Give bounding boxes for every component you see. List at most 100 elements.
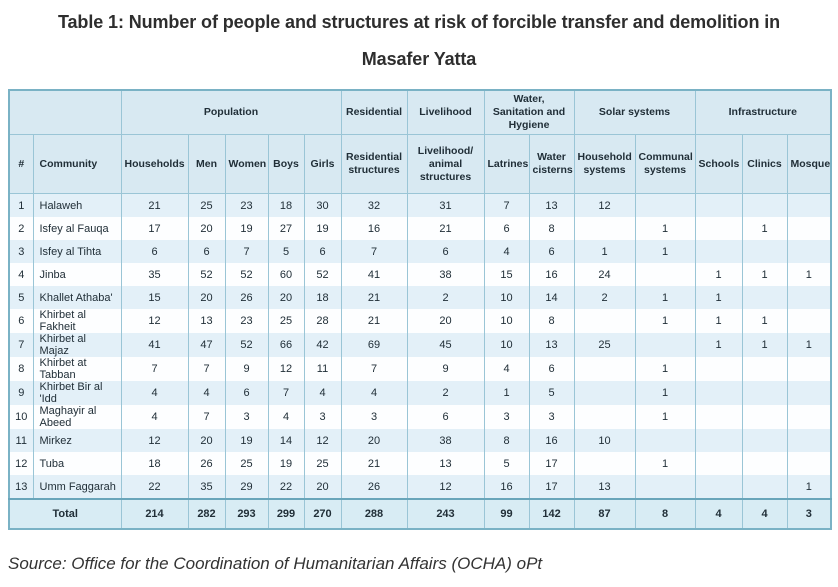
table-row: 1 Halaweh 21 25 23 18 30 32 31 7 13 12 xyxy=(8,193,832,218)
value-cell: 16 xyxy=(528,263,575,287)
value-cell: 7 xyxy=(340,240,408,264)
row-number-cell: 12 xyxy=(8,452,34,476)
value-cell: 1 xyxy=(634,452,696,476)
value-cell: 10 xyxy=(483,286,530,310)
value-cell: 19 xyxy=(267,452,305,476)
value-cell: 1 xyxy=(634,217,696,241)
column-header: Residential structures xyxy=(340,134,408,195)
row-number-cell: 1 xyxy=(8,193,34,218)
table-row: 10 Maghayir al Abeed 4 7 3 4 3 3 6 3 3 1 xyxy=(8,405,832,430)
value-cell: 20 xyxy=(406,309,485,334)
column-header: Household systems xyxy=(573,134,636,195)
value-cell xyxy=(786,309,832,334)
value-cell: 20 xyxy=(303,475,342,500)
column-header: Clinics xyxy=(741,134,788,195)
value-cell: 1 xyxy=(741,309,788,334)
total-value: 4 xyxy=(694,498,743,530)
value-cell xyxy=(573,217,636,241)
page: Table 1: Number of people and structures… xyxy=(8,12,833,573)
value-cell xyxy=(741,357,788,382)
row-number-cell: 13 xyxy=(8,475,34,500)
value-cell: 8 xyxy=(528,217,575,241)
value-cell: 5 xyxy=(528,381,575,406)
value-cell: 6 xyxy=(528,357,575,382)
value-cell: 41 xyxy=(340,263,408,287)
value-cell: 1 xyxy=(741,333,788,358)
value-cell: 4 xyxy=(120,381,189,406)
value-cell: 14 xyxy=(267,429,305,453)
total-value: 299 xyxy=(267,498,305,530)
value-cell xyxy=(786,286,832,310)
value-cell xyxy=(634,263,696,287)
community-cell: Jinba xyxy=(32,263,122,287)
value-cell: 7 xyxy=(120,357,189,382)
community-cell: Khirbet al Fakheit xyxy=(32,309,122,334)
value-cell: 69 xyxy=(340,333,408,358)
value-cell: 30 xyxy=(303,193,342,218)
column-header: Water cisterns xyxy=(528,134,575,195)
table-row: 13 Umm Faggarah 22 35 29 22 20 26 12 16 17 13 1 xyxy=(8,475,832,500)
value-cell: 2 xyxy=(406,381,485,406)
value-cell: 25 xyxy=(303,452,342,476)
value-cell: 7 xyxy=(483,193,530,218)
value-cell: 1 xyxy=(694,333,743,358)
value-cell: 6 xyxy=(406,405,485,430)
value-cell: 1 xyxy=(694,286,743,310)
community-cell: Umm Faggarah xyxy=(32,475,122,500)
value-cell: 52 xyxy=(303,263,342,287)
value-cell: 16 xyxy=(483,475,530,500)
table-body: 1 Halaweh 21 25 23 18 30 32 31 7 13 12 2 Isfey al Fau… xyxy=(8,193,832,500)
value-cell: 5 xyxy=(267,240,305,264)
value-cell xyxy=(694,381,743,406)
value-cell: 42 xyxy=(303,333,342,358)
value-cell: 8 xyxy=(483,429,530,453)
value-cell: 3 xyxy=(528,405,575,430)
value-cell: 2 xyxy=(406,286,485,310)
row-number-cell: 10 xyxy=(8,405,34,430)
value-cell: 7 xyxy=(340,357,408,382)
table-row: 3 Isfey al Tihta 6 6 7 5 6 7 6 4 6 1 1 xyxy=(8,240,832,264)
value-cell: 26 xyxy=(187,452,226,476)
value-cell: 6 xyxy=(224,381,269,406)
row-number-cell: 7 xyxy=(8,333,34,358)
value-cell: 10 xyxy=(573,429,636,453)
value-cell: 13 xyxy=(528,193,575,218)
row-number-cell: 2 xyxy=(8,217,34,241)
value-cell xyxy=(741,475,788,500)
table-row: 8 Khirbet at Tabban 7 7 9 12 11 7 9 4 6 1 xyxy=(8,357,832,382)
value-cell: 1 xyxy=(634,286,696,310)
table-row: 7 Khirbet al Majaz 41 47 52 66 42 69 45 10 13 25 1 1 1 xyxy=(8,333,832,358)
value-cell: 13 xyxy=(406,452,485,476)
table-row: 6 Khirbet al Fakheit 12 13 23 25 28 21 20 10 8 1 1 1 xyxy=(8,309,832,334)
value-cell xyxy=(786,193,832,218)
value-cell: 19 xyxy=(224,217,269,241)
row-number-cell: 3 xyxy=(8,240,34,264)
value-cell: 4 xyxy=(267,405,305,430)
community-cell: Maghayir al Abeed xyxy=(32,405,122,430)
row-number-cell: 9 xyxy=(8,381,34,406)
value-cell: 13 xyxy=(573,475,636,500)
value-cell: 3 xyxy=(303,405,342,430)
value-cell: 15 xyxy=(120,286,189,310)
group-header: Solar systems xyxy=(573,89,696,136)
value-cell: 1 xyxy=(634,240,696,264)
masafer-yatta-risk-table: Population Residential Livelihood Water, Sa… xyxy=(8,89,833,531)
value-cell: 26 xyxy=(340,475,408,500)
value-cell xyxy=(573,381,636,406)
row-number-cell: 4 xyxy=(8,263,34,287)
value-cell: 35 xyxy=(187,475,226,500)
value-cell xyxy=(694,357,743,382)
value-cell xyxy=(741,429,788,453)
column-header: Community xyxy=(32,134,122,195)
column-header: # xyxy=(8,134,34,195)
row-number-cell: 8 xyxy=(8,357,34,382)
value-cell: 12 xyxy=(573,193,636,218)
value-cell: 1 xyxy=(634,309,696,334)
value-cell xyxy=(741,452,788,476)
value-cell: 18 xyxy=(303,286,342,310)
value-cell xyxy=(573,309,636,334)
value-cell: 52 xyxy=(224,263,269,287)
value-cell: 52 xyxy=(224,333,269,358)
value-cell xyxy=(786,429,832,453)
value-cell: 13 xyxy=(528,333,575,358)
